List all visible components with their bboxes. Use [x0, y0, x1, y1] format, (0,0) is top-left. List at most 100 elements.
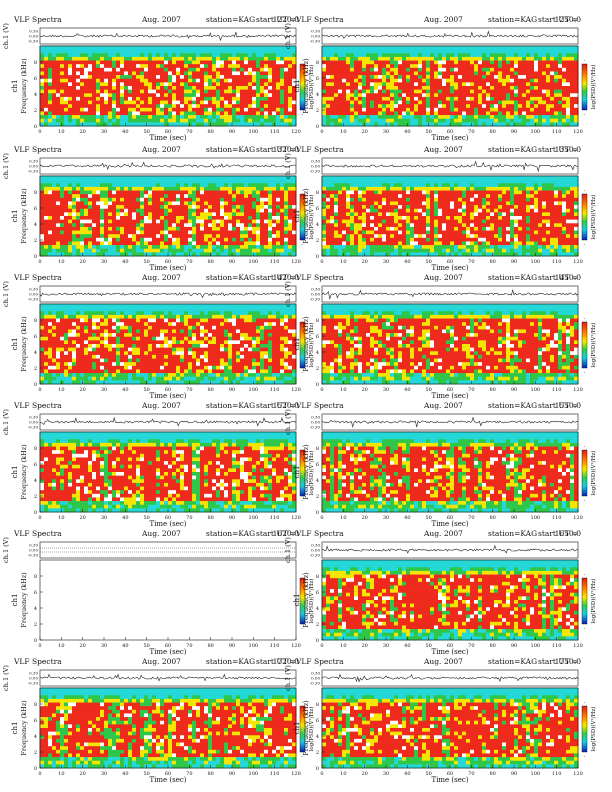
x-tick-label: 10: [340, 643, 346, 649]
x-tick-label: 60: [447, 129, 453, 135]
x-tick-label: 60: [165, 129, 171, 135]
x-tick-label: 0: [38, 771, 41, 777]
x-tick-label: 110: [552, 129, 562, 135]
spectra-panel: VLF Spectra Aug. 2007 station=KAG start UT …: [284, 273, 597, 400]
spectra-panel: VLF Spectra Aug. 2007 station=KAG start UT …: [2, 529, 315, 656]
colorbar-label: log(PSD)(V²/Hz): [590, 579, 597, 624]
x-tick-label: 110: [270, 771, 280, 777]
x-tick-label: 100: [249, 387, 259, 393]
x-tick-label: 50: [425, 771, 431, 777]
panel-station: station=KAG: [488, 15, 537, 24]
channel-label: ch1: [293, 80, 301, 93]
x-tick-label: 110: [552, 259, 562, 265]
y-tick-label: 6: [316, 334, 319, 340]
x-tick-label: 50: [143, 643, 149, 649]
x-tick-label: 100: [249, 771, 259, 777]
y-tick-label: 2: [316, 622, 319, 628]
y-tick-label: 4: [316, 606, 319, 612]
x-tick-label: 10: [340, 259, 346, 265]
x-tick-label: 80: [207, 387, 213, 393]
panel-date: Aug. 2007: [141, 657, 181, 666]
colorbar-label: log(PSD)(V²/Hz): [590, 323, 597, 368]
x-tick-label: 10: [340, 129, 346, 135]
y-tick-label: 6: [316, 590, 319, 596]
spectra-panel: VLF Spectra Aug. 2007 station=KAG start UT …: [284, 529, 597, 656]
x-tick-label: 100: [249, 129, 259, 135]
x-tick-label: 40: [122, 129, 128, 135]
panel-start-prefix: start UT =: [538, 529, 578, 538]
y-tick-label: 0: [316, 510, 319, 516]
waveform-axis-label: ch.1 (V): [2, 665, 10, 691]
channel-label: ch1: [293, 722, 301, 735]
panel-date: Aug. 2007: [141, 15, 181, 24]
y-tick-label: 4: [34, 734, 37, 740]
y-tick-label: 0: [34, 638, 37, 644]
x-tick-label: 50: [425, 515, 431, 521]
y-tick-label: 2: [316, 750, 319, 756]
x-tick-label: 120: [291, 129, 301, 135]
wave-tick-label: 0.00: [311, 420, 320, 425]
x-tick-label: 10: [58, 515, 64, 521]
x-tick-label: 40: [122, 259, 128, 265]
x-tick-label: 120: [573, 259, 583, 265]
x-tick-label: 40: [404, 515, 410, 521]
x-tick-label: 60: [165, 387, 171, 393]
x-tick-label: 20: [361, 259, 367, 265]
panel-start-time: 1520:0: [273, 401, 300, 410]
x-tick-label: 30: [101, 515, 107, 521]
x-tick-label: 120: [573, 515, 583, 521]
wave-tick-label: 0.30: [29, 287, 38, 292]
x-tick-label: 60: [165, 643, 171, 649]
x-axis-label: Time (sec): [431, 134, 468, 142]
y-tick-label: 6: [34, 334, 37, 340]
panel-station: station=KAG: [488, 273, 537, 282]
x-tick-label: 0: [320, 643, 323, 649]
colorbar-max: -: [302, 188, 304, 194]
colorbar-max: -: [302, 316, 304, 322]
y-tick-label: 6: [34, 590, 37, 596]
panel-start-prefix: start UT =: [256, 145, 296, 154]
y-tick-label: 4: [34, 350, 37, 356]
colorbar-min: -: [302, 498, 304, 504]
wave-tick-label: -0.30: [310, 297, 321, 302]
colorbar-max: -: [302, 572, 304, 578]
x-tick-label: 60: [447, 643, 453, 649]
x-tick-label: 50: [143, 387, 149, 393]
x-tick-label: 50: [143, 771, 149, 777]
panel-date: Aug. 2007: [423, 657, 463, 666]
y-tick-label: 2: [34, 108, 37, 114]
colorbar-min: -: [302, 112, 304, 118]
waveform-axis-label: ch.1 (V): [284, 665, 292, 691]
x-tick-label: 100: [531, 387, 541, 393]
x-tick-label: 90: [229, 129, 235, 135]
frequency-axis-label: Frequency (kHz): [302, 700, 310, 756]
spectrogram-cells: [40, 688, 297, 769]
panel-station: station=KAG: [488, 145, 537, 154]
panel-start-time: 1550:0: [555, 401, 582, 410]
x-axis-label: Time (sec): [149, 520, 186, 528]
panel-start-time: 1350:0: [555, 145, 582, 154]
y-tick-label: 4: [316, 478, 319, 484]
frequency-axis-label: Frequency (kHz): [20, 572, 28, 628]
x-tick-label: 20: [361, 771, 367, 777]
colorbar: [581, 63, 588, 111]
x-tick-label: 10: [58, 771, 64, 777]
panel-station: station=KAG: [206, 145, 255, 154]
x-tick-label: 120: [291, 643, 301, 649]
panel-start-prefix: start UT =: [538, 145, 578, 154]
x-tick-label: 90: [511, 387, 517, 393]
panel-title: VLF Spectra: [13, 145, 62, 154]
wave-tick-label: -0.30: [310, 169, 321, 174]
x-tick-label: 80: [489, 771, 495, 777]
frequency-axis-label: Frequency (kHz): [302, 316, 310, 372]
x-tick-label: 40: [404, 771, 410, 777]
frequency-axis-label: Frequency (kHz): [20, 58, 28, 114]
waveform-trace: [39, 673, 297, 682]
x-tick-label: 20: [361, 643, 367, 649]
x-tick-label: 60: [165, 259, 171, 265]
wave-tick-label: 0.30: [29, 29, 38, 34]
panel-title: VLF Spectra: [295, 273, 344, 282]
wave-tick-label: 0.30: [29, 415, 38, 420]
colorbar-max: -: [584, 572, 586, 578]
y-tick-label: 0: [316, 382, 319, 388]
